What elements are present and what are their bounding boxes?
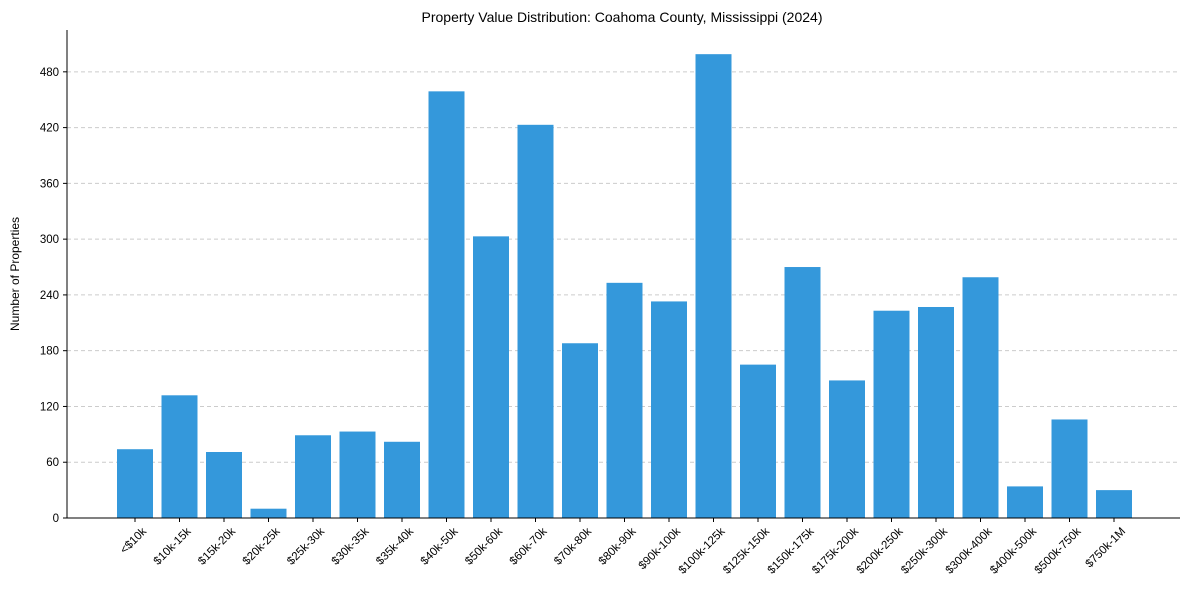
x-tick-label: $100k-125k [677, 525, 728, 576]
x-tick-label: $80k-90k [597, 525, 639, 567]
x-tick-label: $35k-40k [374, 525, 416, 567]
x-tick-label: $250k-300k [899, 525, 950, 576]
bar [784, 267, 821, 518]
y-tick-label: 420 [40, 123, 59, 135]
bar [473, 236, 509, 518]
x-tick-label: $25k-30k [285, 525, 327, 567]
bar [918, 306, 954, 518]
bar [428, 91, 465, 518]
x-tick-label: $200k-250k [855, 525, 906, 576]
y-tick-label: 360 [40, 178, 59, 190]
x-tick-label: $50k-60k [463, 525, 505, 567]
y-axis-label: Number of Properties [8, 217, 22, 331]
y-tick-label: 60 [46, 457, 59, 469]
bar [562, 343, 598, 518]
bar [829, 380, 865, 518]
chart-title: Property Value Distribution: Coahoma Cou… [422, 9, 823, 25]
x-tick-label: $40k-50k [419, 525, 461, 567]
x-tick-label: $175k-200k [810, 525, 861, 576]
bar [1007, 486, 1043, 518]
x-tick-label: $400k-500k [988, 525, 1039, 576]
bar [695, 54, 732, 519]
bar [339, 431, 376, 518]
bar [606, 282, 643, 518]
bar [740, 364, 776, 518]
bar [250, 508, 287, 518]
bar [1096, 490, 1132, 518]
y-tick-label: 180 [40, 346, 59, 358]
x-tick-label: $30k-35k [330, 525, 372, 567]
bar [117, 449, 153, 518]
x-tick-label: $20k-25k [241, 525, 283, 567]
bars [117, 54, 1132, 519]
x-tick-label: $300k-400k [944, 525, 995, 576]
bar [962, 277, 999, 518]
bar [651, 301, 687, 518]
x-tick-label: $10k-15k [152, 525, 194, 567]
x-axis-ticks: <$10k $10k-15k $15k-20k $20k-25k $25k-30k $30… [118, 518, 1128, 577]
y-tick-label: 240 [40, 290, 59, 302]
x-tick-label: $60k-70k [508, 525, 550, 567]
x-tick-label: $15k-20k [196, 525, 238, 567]
bar [295, 435, 331, 518]
y-tick-label: 480 [40, 67, 59, 79]
y-tick-label: 300 [40, 234, 59, 246]
x-tick-label: $90k-100k [637, 525, 684, 572]
y-axis-ticks: 0 60 120 180 240 300 360 420 480 [40, 67, 67, 525]
bar [161, 395, 198, 518]
x-tick-label: $500k-750k [1033, 525, 1084, 576]
x-tick-label: $125k-150k [721, 525, 772, 576]
bar [517, 124, 554, 518]
y-tick-label: 120 [40, 401, 59, 413]
bar [206, 452, 242, 518]
x-tick-label: <$10k [118, 525, 149, 556]
bar [1051, 419, 1088, 518]
y-tick-label: 0 [53, 513, 59, 525]
bar [873, 310, 910, 518]
x-tick-label: $150k-175k [766, 525, 817, 576]
x-tick-label: $750k-1M [1083, 526, 1128, 571]
x-tick-label: $70k-80k [552, 525, 594, 567]
bar [384, 441, 420, 518]
